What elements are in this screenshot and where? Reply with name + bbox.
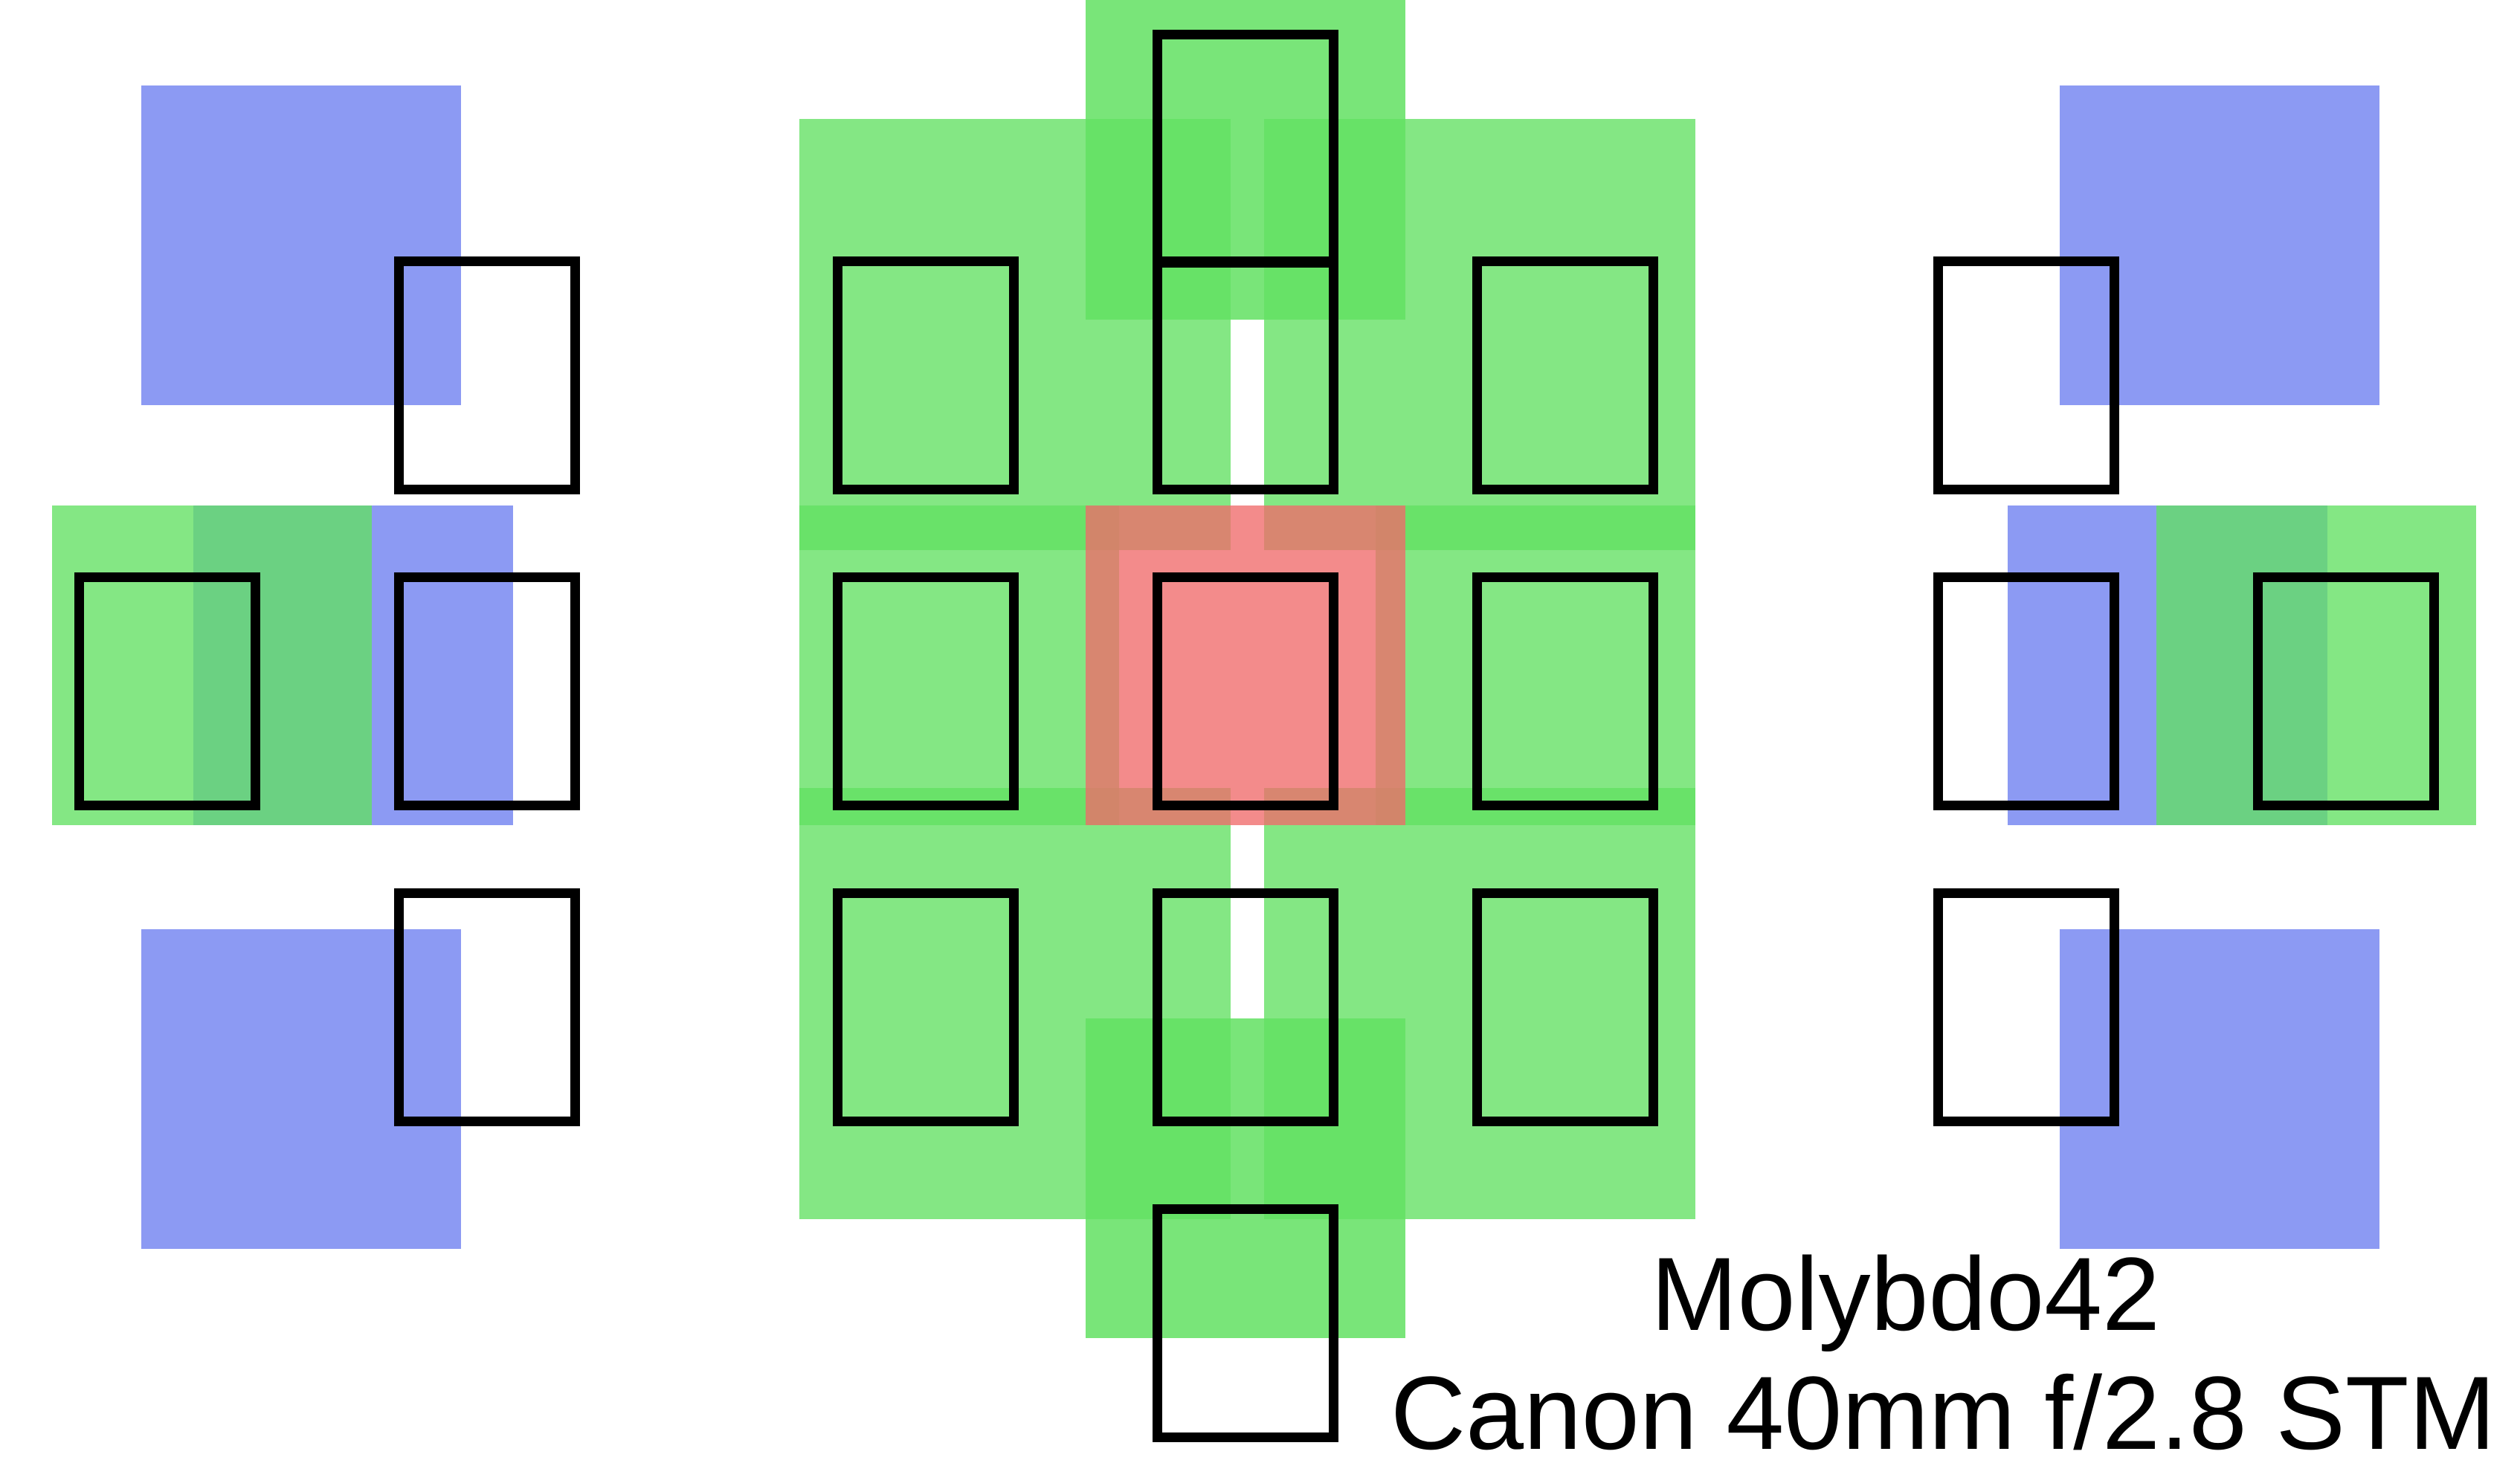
af-center-right-top bbox=[1472, 256, 1658, 494]
af-center-right-mid bbox=[1472, 572, 1658, 810]
lens-label: Canon 40mm f/2.8 STM bbox=[1390, 1353, 2495, 1460]
af-center-left-bot bbox=[833, 888, 1019, 1126]
af-left-inner-bot bbox=[394, 888, 580, 1126]
af-left-inner-mid bbox=[394, 572, 580, 810]
af-right-inner-mid bbox=[1933, 572, 2119, 810]
af-center-left-mid bbox=[833, 572, 1019, 810]
af-center-left-top bbox=[833, 256, 1019, 494]
af-left-outer-top bbox=[74, 572, 260, 810]
af-pattern-diagram: Molybdo42Canon 40mm f/2.8 STM bbox=[0, 0, 2520, 1460]
af-center-right-bot bbox=[1472, 888, 1658, 1126]
af-right-inner-bot bbox=[1933, 888, 2119, 1126]
af-center-mid bbox=[1153, 572, 1338, 810]
af-center-bottommost bbox=[1153, 1204, 1338, 1442]
af-left-inner-top bbox=[394, 256, 580, 494]
af-center-top bbox=[1153, 256, 1338, 494]
author-label: Molybdo42 bbox=[1651, 1234, 2160, 1354]
af-right-inner-top bbox=[1933, 256, 2119, 494]
af-center-topmost bbox=[1153, 30, 1338, 268]
af-right-outer-mid bbox=[2253, 572, 2439, 810]
af-center-bot bbox=[1153, 888, 1338, 1126]
